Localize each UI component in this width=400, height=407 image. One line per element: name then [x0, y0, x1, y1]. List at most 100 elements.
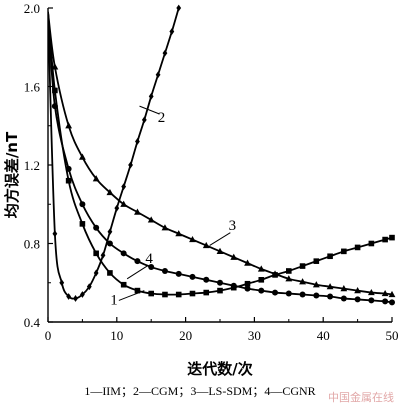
curve-label-leader-3 — [209, 232, 231, 246]
data-point-1 — [258, 277, 265, 283]
data-point-3 — [381, 289, 389, 297]
data-point-2 — [121, 183, 127, 190]
data-point-1 — [162, 291, 168, 298]
data-point-3 — [161, 224, 169, 231]
data-point-3 — [354, 287, 361, 294]
data-point-3 — [230, 253, 238, 260]
data-point-3 — [79, 153, 86, 160]
y-axis-title: 均方误差/nT — [3, 131, 21, 218]
data-point-4 — [106, 240, 113, 247]
data-point-1 — [299, 263, 306, 269]
data-point-4 — [134, 258, 141, 265]
data-point-4 — [203, 276, 210, 283]
data-point-4 — [120, 250, 127, 257]
data-point-3 — [51, 63, 59, 70]
curve-label-1: 1 — [110, 292, 118, 308]
data-point-4 — [161, 267, 168, 274]
data-point-1 — [120, 281, 127, 288]
data-point-1 — [313, 258, 320, 264]
data-point-1 — [107, 270, 113, 276]
data-point-3 — [299, 278, 306, 285]
data-point-3 — [340, 285, 348, 292]
x-axis-title: 迭代数/次 — [187, 360, 252, 378]
data-point-1 — [244, 280, 251, 287]
x-tick-label: 40 — [317, 328, 330, 343]
data-point-3 — [65, 122, 73, 129]
y-tick-label: 1.6 — [24, 80, 41, 95]
data-point-4 — [217, 279, 223, 286]
data-point-4 — [354, 296, 361, 303]
data-point-4 — [230, 282, 237, 289]
data-point-3 — [271, 270, 279, 277]
data-point-3 — [189, 235, 196, 243]
tick-labels: 0 10 20 30 40 50 0.4 0.8 1.2 1.6 2.0 — [24, 1, 399, 343]
x-tick-label: 0 — [45, 328, 52, 343]
data-point-1 — [52, 87, 58, 94]
data-point-3 — [202, 241, 210, 249]
data-point-4 — [244, 285, 251, 292]
data-point-4 — [382, 298, 389, 305]
data-point-2 — [80, 291, 85, 298]
data-point-1 — [354, 244, 361, 251]
data-point-2 — [59, 279, 65, 287]
data-point-3 — [285, 275, 293, 282]
data-point-1 — [134, 287, 141, 294]
data-point-2 — [52, 230, 58, 238]
x-tick-label: 20 — [179, 328, 192, 343]
data-point-2 — [93, 269, 99, 277]
data-point-3 — [312, 281, 320, 288]
data-point-4 — [299, 291, 306, 298]
data-point-3 — [244, 259, 251, 266]
data-point-4 — [93, 224, 100, 231]
data-point-1 — [175, 291, 182, 298]
data-point-2 — [73, 295, 78, 302]
data-point-3 — [92, 175, 100, 182]
curve-label-3: 3 — [229, 218, 237, 234]
data-point-4 — [148, 264, 155, 271]
data-point-1 — [341, 248, 347, 255]
y-tick-label: 2.0 — [24, 1, 40, 16]
data-point-4 — [175, 270, 182, 277]
data-point-4 — [340, 295, 347, 302]
data-point-4 — [368, 297, 375, 304]
data-point-2 — [128, 161, 133, 169]
y-tick-label: 0.8 — [24, 237, 40, 252]
data-point-1 — [93, 250, 99, 257]
data-point-3 — [216, 247, 224, 254]
curve-label-leader-1 — [118, 290, 145, 301]
data-point-4 — [258, 287, 265, 294]
watermark: 中国金属在线 — [328, 391, 394, 404]
data-point-2 — [66, 293, 72, 300]
data-point-3 — [120, 200, 128, 207]
data-point-3 — [106, 188, 114, 196]
data-point-2 — [162, 49, 168, 57]
curve-labels: 1 2 3 4 — [110, 105, 237, 308]
data-point-3 — [134, 208, 141, 215]
data-point-2 — [135, 138, 140, 145]
curve-label-4: 4 — [145, 251, 153, 267]
data-point-4 — [285, 290, 292, 297]
data-point-3 — [367, 288, 375, 296]
data-point-2 — [141, 116, 147, 124]
data-point-2 — [107, 228, 113, 236]
data-point-3 — [388, 290, 396, 298]
data-point-2 — [100, 251, 106, 259]
data-point-3 — [147, 216, 155, 223]
data-point-4 — [313, 292, 320, 299]
data-point-1 — [327, 253, 333, 260]
curve-label-leader-2 — [139, 105, 160, 115]
data-point-4 — [65, 165, 72, 172]
data-point-3 — [326, 283, 334, 290]
axes — [47, 7, 393, 323]
data-point-2 — [86, 283, 92, 291]
x-tick-label: 10 — [110, 328, 123, 343]
data-point-1 — [368, 240, 375, 247]
data-point-1 — [286, 268, 292, 274]
data-point-1 — [189, 290, 196, 297]
y-tick-label: 1.2 — [24, 158, 40, 173]
curve-label-leader-4 — [126, 265, 148, 280]
x-tick-label: 50 — [386, 328, 399, 343]
series-markers — [51, 4, 396, 306]
data-point-4 — [79, 201, 86, 208]
data-point-1 — [382, 236, 388, 243]
